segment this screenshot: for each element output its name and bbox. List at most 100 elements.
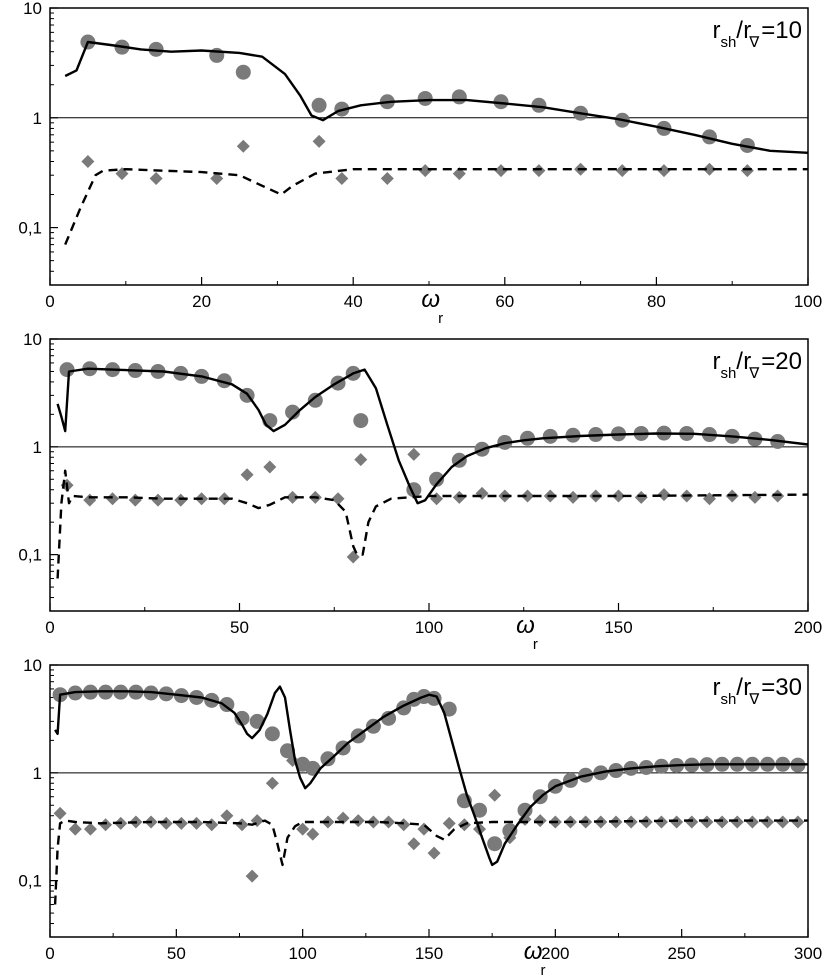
- circle-point: [520, 430, 536, 446]
- x-tick-label: 50: [167, 944, 186, 963]
- circle-point: [234, 710, 250, 726]
- y-tick-label: 0,1: [18, 872, 42, 891]
- solid-line: [56, 367, 809, 505]
- diamond-point: [263, 460, 277, 474]
- diamond-point: [346, 550, 360, 564]
- diamond-point: [418, 164, 432, 178]
- diamond-point: [685, 815, 699, 829]
- diamond-point: [715, 815, 729, 829]
- diamond-point: [670, 815, 684, 829]
- diamond-point: [68, 822, 82, 836]
- circle-point: [441, 701, 457, 717]
- annotation-r2: r: [743, 348, 751, 375]
- diamond-point: [634, 490, 648, 504]
- x-tick-label: 0: [45, 292, 54, 311]
- series-dashed-line: [53, 819, 808, 905]
- annotation-value: =20: [761, 348, 802, 375]
- x-axis-label: ω: [516, 612, 535, 639]
- diamond-point: [407, 837, 421, 851]
- circle-point: [307, 392, 323, 408]
- series-diamonds: [53, 754, 805, 883]
- diamond-point: [235, 818, 249, 832]
- circle-point: [517, 802, 533, 818]
- annotation-slash: /: [736, 17, 743, 44]
- circle-point: [531, 97, 547, 113]
- x-axis-label-sub: r: [438, 310, 443, 327]
- x-tick-label: 100: [415, 618, 443, 637]
- annotation-slash: /: [736, 674, 743, 701]
- diamond-point: [250, 814, 264, 828]
- dashed-line: [56, 469, 809, 579]
- annotation-r: r: [712, 674, 720, 701]
- annotation-r: r: [712, 348, 720, 375]
- x-tick-label: 0: [45, 944, 54, 963]
- panel-annotation: r sh / r∇ =20: [712, 348, 802, 382]
- annotation-slash: /: [736, 348, 743, 375]
- diamond-point: [220, 809, 234, 823]
- diamond-point: [354, 453, 368, 467]
- y-tick-label: 10: [23, 0, 42, 18]
- diamond-point: [442, 816, 456, 830]
- solid-line: [54, 685, 808, 867]
- diamond-point: [615, 164, 629, 178]
- diamond-point: [430, 492, 444, 506]
- circle-point: [381, 710, 397, 726]
- panel-annotation: r sh / r∇ =30: [712, 674, 802, 708]
- annotation-sub-sh: sh: [720, 34, 736, 51]
- diamond-point: [306, 827, 320, 841]
- x-tick-label: 100: [794, 292, 822, 311]
- panel-annotation: r sh / r∇ =10: [712, 17, 802, 51]
- diamond-point: [488, 788, 502, 802]
- y-tick-label: 10: [23, 330, 42, 349]
- series-solid-line: [54, 685, 808, 867]
- circle-point: [542, 428, 558, 444]
- diamond-point: [331, 492, 345, 506]
- diamond-point: [612, 489, 625, 503]
- diamond-point: [236, 139, 250, 153]
- diamond-point: [174, 493, 188, 507]
- circle-point: [311, 97, 327, 113]
- y-tick-label: 10: [23, 656, 42, 675]
- dashed-line: [53, 819, 808, 905]
- x-axis-label: ω: [421, 286, 440, 313]
- diamond-point: [748, 490, 762, 504]
- x-tick-label: 300: [794, 944, 822, 963]
- annotation-sub-sh: sh: [720, 365, 736, 382]
- diamond-point: [791, 815, 805, 829]
- y-tick-label: 1: [33, 109, 42, 128]
- circle-point: [502, 823, 518, 839]
- diamond-point: [407, 447, 421, 461]
- x-tick-label: 250: [667, 944, 695, 963]
- diamond-point: [494, 164, 508, 178]
- series-dashed-line: [64, 168, 808, 246]
- circle-point: [235, 64, 251, 80]
- diamond-point: [190, 816, 204, 830]
- diamond-point: [730, 815, 744, 829]
- series-dashed-line: [56, 469, 809, 579]
- diamond-point: [702, 162, 716, 176]
- annotation-sub-sh: sh: [720, 691, 736, 708]
- circle-point: [429, 471, 445, 487]
- diamond-point: [240, 468, 254, 482]
- plot-frame: [49, 338, 809, 612]
- diamond-point: [452, 490, 466, 504]
- diamond-point: [335, 171, 349, 185]
- diamond-point: [286, 490, 300, 504]
- solid-line: [64, 40, 809, 154]
- diamond-point: [159, 816, 173, 830]
- x-tick-label: 60: [495, 292, 514, 311]
- series-diamonds: [60, 447, 785, 564]
- diamond-point: [312, 134, 326, 148]
- circle-point: [320, 751, 336, 767]
- diamond-point: [296, 822, 310, 836]
- diamond-point: [475, 486, 489, 500]
- diamond-point: [245, 869, 259, 883]
- diamond-point: [53, 806, 67, 820]
- x-axis-label-sub: r: [533, 636, 538, 653]
- x-tick-label: 80: [647, 292, 666, 311]
- circle-point: [472, 802, 488, 818]
- diamond-point: [532, 164, 546, 178]
- circle-point: [565, 427, 581, 443]
